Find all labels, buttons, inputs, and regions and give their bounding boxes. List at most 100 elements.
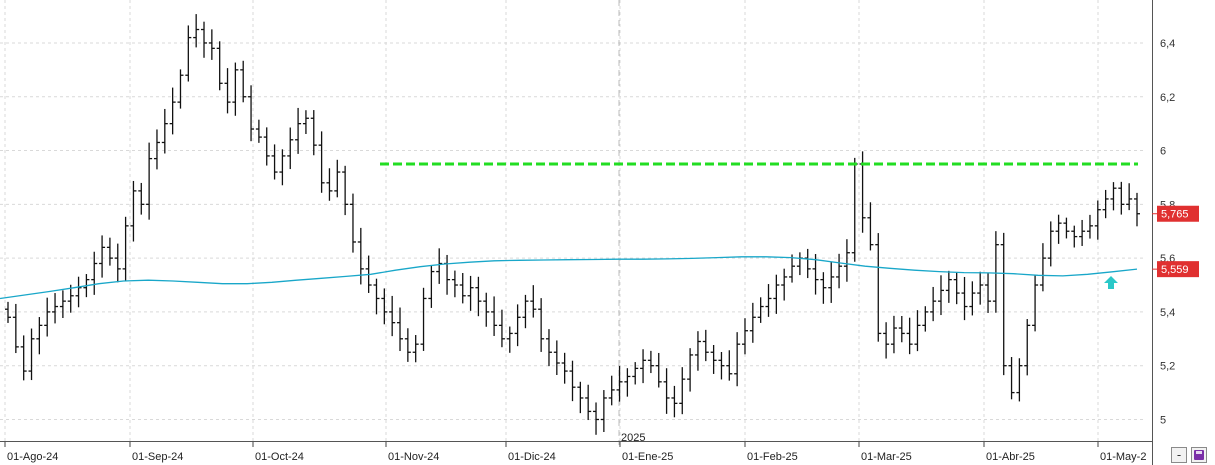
ohlc-bar [585, 384, 592, 421]
ohlc-bar [232, 62, 239, 116]
ohlc-bar [718, 352, 725, 380]
ohlc-bar [99, 235, 106, 278]
ohlc-bar [208, 29, 215, 60]
zoom-out-icon: - [1176, 448, 1182, 462]
ohlc-bar [741, 318, 748, 355]
ohlc-bar [161, 108, 168, 154]
moving-average [0, 256, 1138, 300]
ohlc-bar [279, 149, 286, 186]
ohlc-bar [624, 368, 631, 397]
ohlc-bar [295, 107, 302, 154]
ohlc-bar [1126, 183, 1133, 211]
ohlc-bar [937, 275, 944, 316]
ohlc-bar [106, 237, 113, 266]
ohlc-bar [255, 119, 262, 143]
ohlc-bar [216, 41, 223, 91]
ohlc-bar [687, 348, 694, 392]
ohlc-bar [1008, 357, 1015, 400]
ohlc-bar [1110, 182, 1117, 211]
ohlc-bar [20, 335, 27, 381]
ohlc-bar [1134, 192, 1140, 227]
ohlc-bar [851, 157, 858, 262]
zoom-out-button[interactable]: - [1171, 447, 1187, 463]
ohlc-bar [773, 274, 780, 314]
ohlc-bar [12, 303, 19, 354]
ohlc-bar [694, 331, 701, 371]
x-tick-label: 01-Nov-24 [388, 451, 439, 463]
ohlc-bar [804, 248, 811, 279]
ohlc-bar [287, 127, 294, 170]
ohlc-bar [451, 270, 458, 298]
ohlc-bar [600, 390, 607, 433]
ohlc-bar [373, 278, 380, 315]
y-tick-label: 5,2 [1160, 361, 1175, 373]
ohlc-bar [514, 304, 521, 347]
ohlc-bar [867, 202, 874, 251]
ohlc-bar [1102, 189, 1109, 219]
x-tick-label: 01-Sep-24 [132, 451, 183, 463]
ohlc-bar [263, 127, 270, 166]
ohlc-bar [349, 193, 356, 253]
x-tick-label: 01-Ago-24 [7, 451, 58, 463]
ohlc-bar [789, 254, 796, 283]
ohlc-bar [640, 349, 647, 384]
grid [0, 0, 1143, 445]
x-tick-label: 01-Abr-25 [986, 451, 1035, 463]
ohlc-bar [593, 402, 600, 435]
ohlc-bar [169, 87, 176, 135]
ohlc-bar [506, 326, 513, 353]
ohlc-bar [561, 352, 568, 384]
ohlc-bar [310, 110, 317, 156]
ohlc-bar [945, 270, 952, 303]
ohlc-bar [138, 182, 145, 215]
save-button[interactable] [1191, 447, 1207, 463]
ohlc-bar [153, 129, 160, 170]
ohlc-bar [616, 365, 623, 402]
y-tick-label: 6 [1160, 146, 1166, 158]
ohlc-bar [67, 284, 74, 313]
x-tick-label: 01-Feb-25 [747, 451, 798, 463]
ma-value-label: 5,559 [1161, 264, 1189, 276]
ohlc-bar [577, 381, 584, 414]
ohlc-bar [91, 251, 98, 295]
ohlc-bar [663, 368, 670, 414]
ohlc-bar [75, 276, 82, 308]
ohlc-bar [483, 292, 490, 327]
ohlc-bar [397, 307, 404, 352]
ohlc-bar [969, 281, 976, 316]
ohlc-bar [381, 288, 388, 325]
save-icon [1194, 450, 1204, 460]
ohlc-bar [655, 352, 662, 388]
ohlc-bar [436, 248, 443, 284]
moving-average-line [0, 256, 1138, 300]
ohlc-bar [647, 350, 654, 374]
ohlc-bar [224, 68, 231, 114]
ohlc-bar [428, 265, 435, 308]
ohlc-bar [193, 14, 200, 48]
ohlc-bar [796, 252, 803, 276]
ohlc-bar [914, 310, 921, 352]
ohlc-bar [632, 362, 639, 385]
axes: 55,25,45,65,866,26,401-Ago-24 01-Sep-24 01… [0, 0, 1175, 465]
ohlc-bar [930, 286, 937, 322]
ohlc-bar [820, 272, 827, 304]
ohlc-bar [1094, 200, 1101, 240]
ohlc-bar [522, 294, 529, 329]
ohlc-bar [961, 276, 968, 321]
x-tick-label: 01-Ene-25 [622, 451, 673, 463]
resistance [380, 162, 1138, 289]
ohlc-bar [1055, 214, 1062, 244]
price-tags: 5,765 5,559 [1152, 205, 1199, 278]
ohlc-bar [1079, 219, 1086, 246]
ohlc-bar [922, 306, 929, 332]
ohlc-bar [302, 110, 309, 134]
ohlc-bar [114, 243, 121, 283]
ohlc-bar [992, 231, 999, 313]
ohlc-bar [828, 261, 835, 303]
ohlc-bar [1063, 217, 1070, 239]
ohlc-bar [710, 344, 717, 374]
ohlc-bar [444, 254, 451, 295]
ohlc-bar [671, 385, 678, 418]
x-tick-label: 01-Mar-25 [861, 451, 912, 463]
ohlc-bar [890, 315, 897, 354]
